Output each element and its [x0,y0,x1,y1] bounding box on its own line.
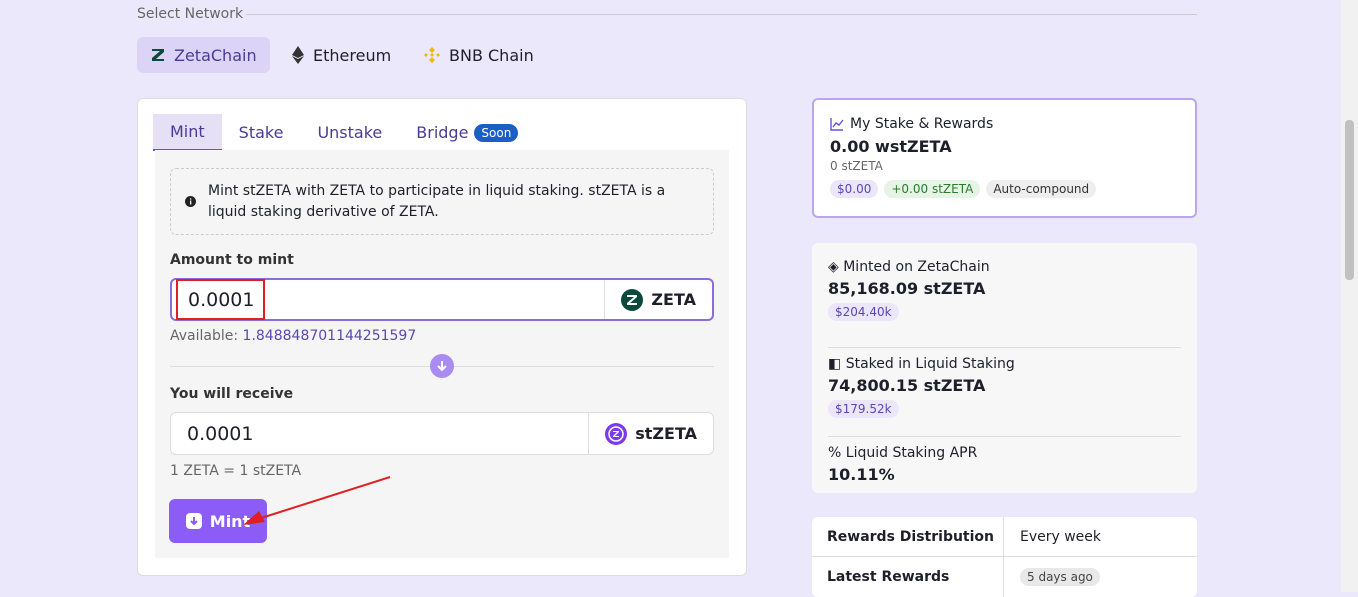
tab-bar: Mint Stake Unstake Bridge Soon [153,114,519,151]
stat-usd: $179.52k [828,400,899,418]
token: stZETA [588,413,713,454]
mint-button[interactable]: Mint [169,499,267,543]
zeta-token-icon [621,288,644,311]
field-label: You will receive [170,386,294,402]
distribution-table: Rewards Distribution Every week Latest Re… [812,517,1197,597]
arrow-circle [430,354,454,378]
token-name: stZETA [635,424,697,443]
network-name: Ethereum [313,45,392,65]
network-option[interactable]: BNB Chain [410,37,547,73]
network-name: ZetaChain [174,45,257,65]
network-option[interactable]: Ethereum [278,37,404,73]
receive-input: 0.0001 stZETA [170,412,714,455]
stake-amount: 0.00 wstZETA [830,137,952,156]
badges: $0.00 +0.00 stZETA Auto-compound [830,180,1179,198]
stake-sub: 0 stZETA [830,159,883,173]
scrollbar[interactable] [1341,0,1358,592]
stat: ◧ Staked in Liquid Staking 74,800.15 stZ… [828,348,1181,437]
input-value: 0.0001 [187,422,254,445]
badge: $0.00 [830,180,879,198]
tab[interactable]: Unstake [317,123,383,142]
input-value: 0.0001 [188,288,255,311]
available-value[interactable]: 1.848848701144251597 [242,328,417,344]
stzeta-token-icon [605,422,628,445]
available-label: Available: [170,328,239,344]
stats-card: ◈ Minted on ZetaChain 85,168.09 stZETA $… [812,243,1197,493]
stat: ◈ Minted on ZetaChain 85,168.09 stZETA $… [828,259,1181,348]
field-label: Amount to mint [170,252,294,268]
available: Available: 1.848848701144251597 [170,328,416,344]
token: ZETA [604,280,712,319]
eth-icon [292,46,304,64]
info-box: Mint stZETA with ZETA to participate in … [170,168,714,235]
rate: 1 ZETA = 1 stZETA [170,463,302,479]
network-name: BNB Chain [449,45,534,65]
cell: 5 days ago [1004,568,1100,586]
mint-icon [185,513,202,529]
cell: Rewards Distribution [812,517,1004,556]
badge: +0.00 stZETA [884,180,981,198]
bnb-icon [424,47,440,63]
row: Rewards Distribution Every week [812,517,1197,557]
time-badge: 5 days ago [1020,568,1100,586]
stat-usd: $204.40k [828,303,899,321]
zeta-icon [152,49,164,61]
row: Latest Rewards 5 days ago [812,557,1197,597]
cell: Every week [1020,528,1102,545]
tab[interactable]: Mint [153,114,222,151]
button-label: Mint [209,511,251,531]
tab[interactable]: Bridge [416,123,469,142]
network-option[interactable]: ZetaChain [137,37,270,73]
title-text: My Stake & Rewards [850,116,994,132]
section-label: Select Network [137,6,244,22]
badge: Soon [474,123,519,142]
stat-value: 85,168.09 stZETA [828,279,986,298]
divider [246,14,1197,15]
stat-label: % Liquid Staking APR [828,445,978,461]
highlight-box [176,279,265,320]
badge: Auto-compound [986,180,1097,198]
info-text: Mint stZETA with ZETA to participate in … [208,182,666,220]
stat-label: ◧ Staked in Liquid Staking [828,356,1015,372]
card-title: My Stake & Rewards [830,116,1179,132]
token-name: ZETA [651,290,696,309]
label-text: Staked in Liquid Staking [845,356,1015,372]
info-icon [185,196,196,207]
amount-input[interactable]: 0.0001 ZETA [170,278,714,321]
chart-icon [830,118,844,131]
cell: Latest Rewards [812,557,1004,597]
stat: % Liquid Staking APR 10.11% [828,437,1181,484]
scroll-thumb[interactable] [1345,120,1354,280]
tab[interactable]: Stake [238,123,284,142]
stat-label: ◈ Minted on ZetaChain [828,259,990,275]
label-text: Liquid Staking APR [845,445,978,461]
stake-card: My Stake & Rewards 0.00 wstZETA 0 stZETA… [812,98,1197,218]
stat-value: 10.11% [828,465,895,484]
label-text: Minted on ZetaChain [843,259,990,275]
stat-value: 74,800.15 stZETA [828,376,986,395]
